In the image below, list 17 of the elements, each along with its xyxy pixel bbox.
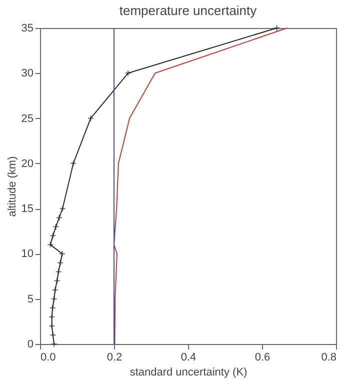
y-tick-label: 0 (27, 338, 34, 350)
y-tick-label: 20 (21, 158, 34, 170)
x-axis-title: standard uncertainty (K) (130, 366, 248, 378)
y-axis-title: altitude (km) (6, 156, 18, 217)
y-tick-label: 10 (21, 248, 34, 260)
y-tick-label: 25 (21, 112, 34, 125)
chart-title: temperature uncertainty (119, 3, 258, 18)
y-tick-label: 30 (21, 68, 34, 80)
x-tick-label: 0.6 (254, 352, 270, 364)
x-tick-label: 0.8 (321, 352, 336, 364)
y-tick-label: 35 (21, 22, 34, 34)
y-tick-label: 5 (27, 293, 34, 306)
y-tick-label: 15 (21, 203, 34, 216)
x-tick-label: 0.2 (106, 352, 122, 364)
x-tick-label: 0.4 (180, 352, 196, 364)
x-tick-label: 0.0 (40, 352, 56, 364)
line-series (114, 28, 288, 344)
